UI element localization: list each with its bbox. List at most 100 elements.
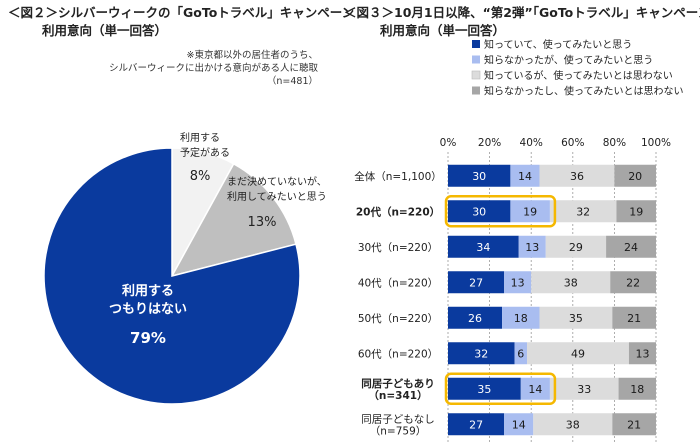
pie-slice [170,162,297,278]
bar-value-label: 38 [566,418,580,431]
bar-value-label: 35 [569,312,583,325]
category-label: 30代（n=220） [358,242,438,254]
bar-segment [616,200,656,223]
pie-title-line1: ＜図２＞シルバーウィークの「GoToトラベル」キャンペーン [8,5,354,20]
legend-label: 知っているが、使ってみたいとは思わない [484,69,673,82]
bar-segment [614,164,656,187]
bar-segment [527,342,629,365]
x-tick-label: 80% [603,137,626,149]
legend-label: 知っていて、使ってみたいと思う [484,38,632,51]
bar-legend: 知っていて、使ってみたいと思う知らなかったが、使ってみたいと思う知っているが、使… [471,38,684,98]
x-tick-label: 100% [641,137,671,149]
bar-value-label: 14 [512,418,526,431]
bar-value-label: 36 [570,170,584,183]
bar-value-label: 13 [525,241,539,254]
bar-segment [549,377,619,400]
bar-segment [612,413,656,436]
pie-slices [43,147,301,405]
category-label: 50代（n=220） [358,313,438,325]
bar-segment [518,235,546,258]
pie-slice-label: まだ決めていないが、 [227,175,327,188]
bar-segment [448,200,511,223]
bar-value-label: 21 [627,418,641,431]
category-label: 全体（n=1,100） [354,170,442,183]
bar-segment [628,342,656,365]
bar-value-label: 35 [477,383,491,396]
pie-slice-label: 利用してみたいと思う [227,191,327,203]
bar-value-label: 32 [474,347,488,360]
bar-segment [448,235,519,258]
legend-swatch [471,70,481,80]
bar-segment [510,164,540,187]
legend-swatch [472,40,480,48]
bar-value-label: 6 [517,347,524,360]
bar-value-label: 14 [528,383,542,396]
bar-value-label: 27 [469,276,483,289]
bar-value-label: 21 [627,312,641,325]
bar-value-label: 18 [630,383,644,396]
bar-rows: 全体（n=1,100） 30 14 36 20 20代（n=220） 30 19 32 19 30代… [354,164,656,437]
legend-label: 知らなかったが、使ってみたいと思う [484,54,653,67]
pie-slice [43,147,301,405]
bar-value-label: 13 [635,347,649,360]
bar-segment [545,235,607,258]
bar-title-line2: 利用意向（単一回答） [380,23,505,38]
bar-segment [539,306,613,329]
bar-value-label: 19 [629,205,643,218]
legend-swatch [472,86,480,95]
pie-note-line1: ※東京都以外の居住者のうち、 [187,49,318,61]
bar-segment [448,306,503,329]
bar-segment [606,235,656,258]
x-tick-label: 60% [561,137,584,149]
bar-value-label: 32 [576,205,590,218]
bar-segment [549,200,617,223]
bar-value-label: 20 [628,170,642,183]
pie-slice-label: 利用する [122,283,174,299]
bar-segment [520,377,550,400]
pie-value-label: 8% [190,169,211,184]
pie-slice-label: 予定がある [180,146,230,159]
bar-segment [448,271,505,294]
bar-segment [618,377,656,400]
pie-chart: ＜図２＞シルバーウィークの「GoToトラベル」キャンペーン 利用意向（単一回答）… [8,5,354,405]
highlight-box [444,372,557,405]
bar-value-label: 22 [626,276,640,289]
bar-segment [448,342,515,365]
x-tick-label: 0% [440,137,457,149]
bar-value-label: 14 [518,170,532,183]
bar-segment [531,271,611,294]
stacked-bar-chart: ＜図３＞10月1日以降、“第2弾”「GoToトラベル」キャンペーンの 利用意向（… [344,5,700,442]
category-label: （n=759） [370,425,427,437]
x-tick-label: 20% [478,137,501,149]
bar-segment [612,306,656,329]
pie-value-label: 13% [248,215,277,230]
category-label: 60代（n=220） [358,348,438,360]
bar-segment [502,306,540,329]
bar-value-label: 27 [469,418,483,431]
bar-segment [510,200,550,223]
legend-label: 知らなかったし、使ってみたいとは思わない [484,85,684,98]
category-label: 同居子どもなし [361,413,435,425]
bar-value-label: 49 [571,347,585,360]
pie-value-label: 79% [130,329,166,347]
bar-value-label: 24 [624,241,638,254]
bar-segment [504,271,532,294]
bar-value-label: 26 [468,312,482,325]
bar-segment [448,413,505,436]
highlight-box [444,195,557,228]
bar-value-label: 34 [476,241,490,254]
bar-title-line1: ＜図３＞10月1日以降、“第2弾”「GoToトラベル」キャンペーンの [344,5,700,20]
bar-value-label: 38 [564,276,578,289]
bar-value-label: 18 [514,312,528,325]
bar-value-label: 13 [511,276,525,289]
bar-segment [448,377,521,400]
category-label: 20代（n=220） [356,205,440,218]
bar-value-label: 19 [523,205,537,218]
category-label: 40代（n=220） [358,277,438,289]
pie-note-n: （n=481） [267,75,318,87]
pie-note-line2: シルバーウィークに出かける意向がある人に聴取 [109,62,319,74]
legend-swatch [472,55,480,64]
category-label: 同居子どもあり [361,377,435,390]
pie-slice-label: 利用する [180,132,220,144]
